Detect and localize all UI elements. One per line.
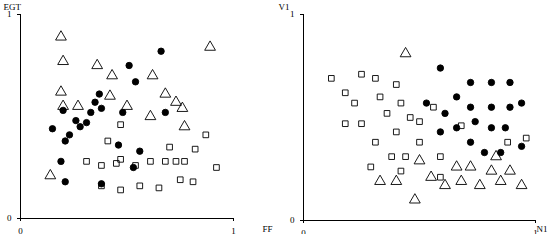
svg-text:V1: V1	[279, 2, 290, 12]
svg-text:N1: N1	[537, 224, 548, 234]
svg-text:FF: FF	[262, 224, 272, 234]
svg-text:0: 0	[290, 215, 295, 225]
svg-text:1: 1	[290, 9, 295, 19]
svg-text:EGT: EGT	[4, 2, 22, 12]
svg-text:0: 0	[7, 213, 12, 223]
svg-text:0: 0	[18, 226, 23, 234]
svg-text:1: 1	[7, 9, 12, 20]
svg-text:0: 0	[301, 228, 306, 234]
svg-text:1: 1	[231, 226, 236, 234]
